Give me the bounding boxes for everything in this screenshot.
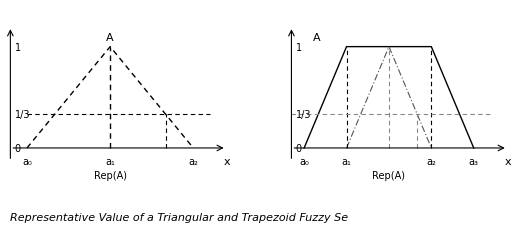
Text: Rep(A): Rep(A) (372, 170, 406, 180)
Text: 0: 0 (296, 143, 302, 153)
Text: 1: 1 (15, 42, 21, 52)
Text: Representative Value of a Triangular and Trapezoid Fuzzy Se: Representative Value of a Triangular and… (10, 212, 349, 222)
Text: a₁: a₁ (105, 156, 115, 166)
Text: a₂: a₂ (189, 156, 198, 166)
Text: 1/3: 1/3 (296, 110, 311, 120)
Text: A: A (106, 32, 114, 42)
Text: a₃: a₃ (469, 156, 479, 166)
Text: a₁: a₁ (341, 156, 352, 166)
Text: A: A (313, 32, 321, 42)
Text: a₂: a₂ (426, 156, 436, 166)
Text: x: x (223, 156, 230, 166)
Text: a₀: a₀ (299, 156, 309, 166)
Text: 1/3: 1/3 (15, 110, 30, 120)
Text: x: x (505, 156, 511, 166)
Text: 0: 0 (15, 143, 21, 153)
Text: a₀: a₀ (22, 156, 32, 166)
Text: 1: 1 (296, 42, 302, 52)
Text: Rep(A): Rep(A) (94, 170, 126, 180)
